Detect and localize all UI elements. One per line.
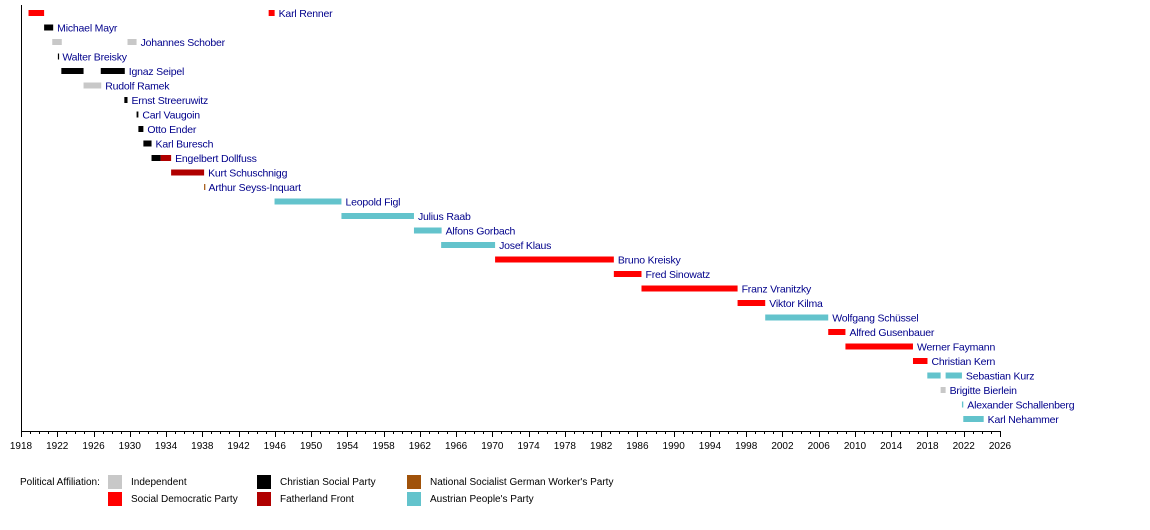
bar-segment	[160, 155, 172, 161]
bar-segment	[940, 387, 946, 393]
x-tick-label: 1938	[191, 441, 214, 452]
x-tick-label: 1986	[626, 441, 649, 452]
bar-segment	[963, 416, 984, 422]
x-tick-label: 2018	[916, 441, 939, 452]
x-tick-label: 1930	[119, 441, 142, 452]
bar-segment	[828, 329, 846, 335]
labels-layer: Karl Renner Michael Mayr Johannes Schober W…	[57, 8, 1075, 426]
bar-segment	[912, 358, 928, 364]
x-tick-label: 1974	[518, 441, 541, 452]
bar-label: Walter Breisky	[62, 51, 127, 63]
bar-label: Carl Vaugoin	[142, 109, 200, 121]
bar-segment	[341, 213, 414, 219]
bar-segment	[136, 111, 139, 118]
bar-label: Viktor Kilma	[769, 298, 823, 310]
bar-label: Brigitte Bierlein	[950, 385, 1018, 397]
bar-label: Alfred Gusenbauer	[849, 327, 934, 339]
x-tick-label: 2006	[808, 441, 831, 452]
bar-label: Engelbert Dollfuss	[175, 153, 257, 165]
bar-label: Alfons Gorbach	[446, 225, 516, 237]
bar-label: Sebastian Kurz	[966, 370, 1034, 382]
bar-label: Fred Sinowatz	[645, 269, 710, 281]
bar-segment	[413, 227, 442, 234]
bar-label: Michael Mayr	[57, 22, 118, 34]
x-axis: 1918 1922 1926 1930 1934 1938 1942 1946 1950 1954…	[10, 5, 1012, 452]
bar-segment	[641, 285, 738, 292]
bar-label: Josef Klaus	[499, 240, 551, 252]
x-tick-label: 1950	[300, 441, 323, 452]
bar-label: Wolfgang Schüssel	[832, 312, 918, 324]
bar-segment	[151, 155, 161, 161]
bar-label: Julius Raab	[418, 211, 471, 223]
x-tick-label: 1942	[227, 441, 250, 452]
x-tick-label: 2010	[844, 441, 867, 452]
bar-segment	[138, 126, 144, 132]
bar-label: Kurt Schuschnigg	[208, 167, 287, 179]
x-tick-label: 1978	[554, 441, 577, 452]
bar-label: Rudolf Ramek	[105, 80, 170, 92]
x-tick-label: 2014	[880, 441, 903, 452]
x-tick-label: 1958	[372, 441, 395, 452]
bar-segment	[495, 256, 614, 263]
x-tick-label: 1946	[264, 441, 287, 452]
bar-segment	[441, 242, 496, 248]
bar-segment	[204, 184, 206, 190]
bar-label: Ignaz Seipel	[129, 66, 184, 78]
x-tick-label: 1970	[481, 441, 504, 452]
bar-segment	[945, 372, 962, 379]
bar-segment	[124, 97, 128, 103]
bar-segment	[961, 401, 964, 408]
bar-segment	[143, 140, 152, 147]
bar-segment	[613, 271, 642, 277]
bar-label: Bruno Kreisky	[618, 254, 682, 266]
bar-segment	[765, 314, 829, 321]
bar-segment	[61, 68, 84, 74]
bar-label: Karl Renner	[279, 8, 334, 20]
bar-segment	[127, 39, 137, 45]
bar-segment	[100, 68, 125, 74]
bar-label: Christian Kern	[931, 356, 995, 368]
bar-segment	[28, 10, 45, 16]
bar-label: Otto Ender	[147, 124, 196, 136]
x-tick-label: 1962	[409, 441, 432, 452]
bar-segment	[44, 24, 54, 31]
bar-label: Johannes Schober	[141, 37, 226, 49]
x-tick-label: 1998	[735, 441, 758, 452]
x-tick-label: 1982	[590, 441, 613, 452]
bar-label: Leopold Figl	[345, 196, 400, 208]
bar-label: Franz Vranitzky	[742, 283, 812, 295]
bar-label: Werner Faymann	[917, 341, 995, 353]
bar-segment	[737, 300, 766, 306]
bar-label: Karl Buresch	[156, 138, 214, 150]
bar-segment	[927, 372, 941, 379]
bar-segment	[52, 39, 62, 45]
bar-segment	[274, 198, 342, 205]
x-tick-label: 1966	[445, 441, 468, 452]
x-tick-label: 2022	[953, 441, 976, 452]
bar-label: Karl Nehammer	[988, 414, 1060, 426]
bar-label: Ernst Streeruwitz	[132, 95, 209, 107]
bar-segment	[83, 82, 102, 89]
x-tick-label: 1934	[155, 441, 178, 452]
x-tick-label: 2026	[989, 441, 1012, 452]
bar-segment	[268, 10, 275, 16]
x-tick-label: 1994	[699, 441, 722, 452]
bar-segment	[171, 169, 205, 176]
x-tick-label: 1926	[82, 441, 105, 452]
bar-label: Alexander Schallenberg	[967, 399, 1074, 411]
bar-segment	[57, 53, 60, 60]
bar-label: Arthur Seyss-Inquart	[209, 182, 302, 194]
x-tick-label: 1990	[663, 441, 686, 452]
x-tick-label: 1918	[10, 441, 33, 452]
x-tick-label: 2002	[771, 441, 794, 452]
x-tick-label: 1922	[46, 441, 69, 452]
x-tick-label: 1954	[336, 441, 359, 452]
bars-layer	[28, 10, 984, 422]
bar-segment	[845, 343, 913, 350]
